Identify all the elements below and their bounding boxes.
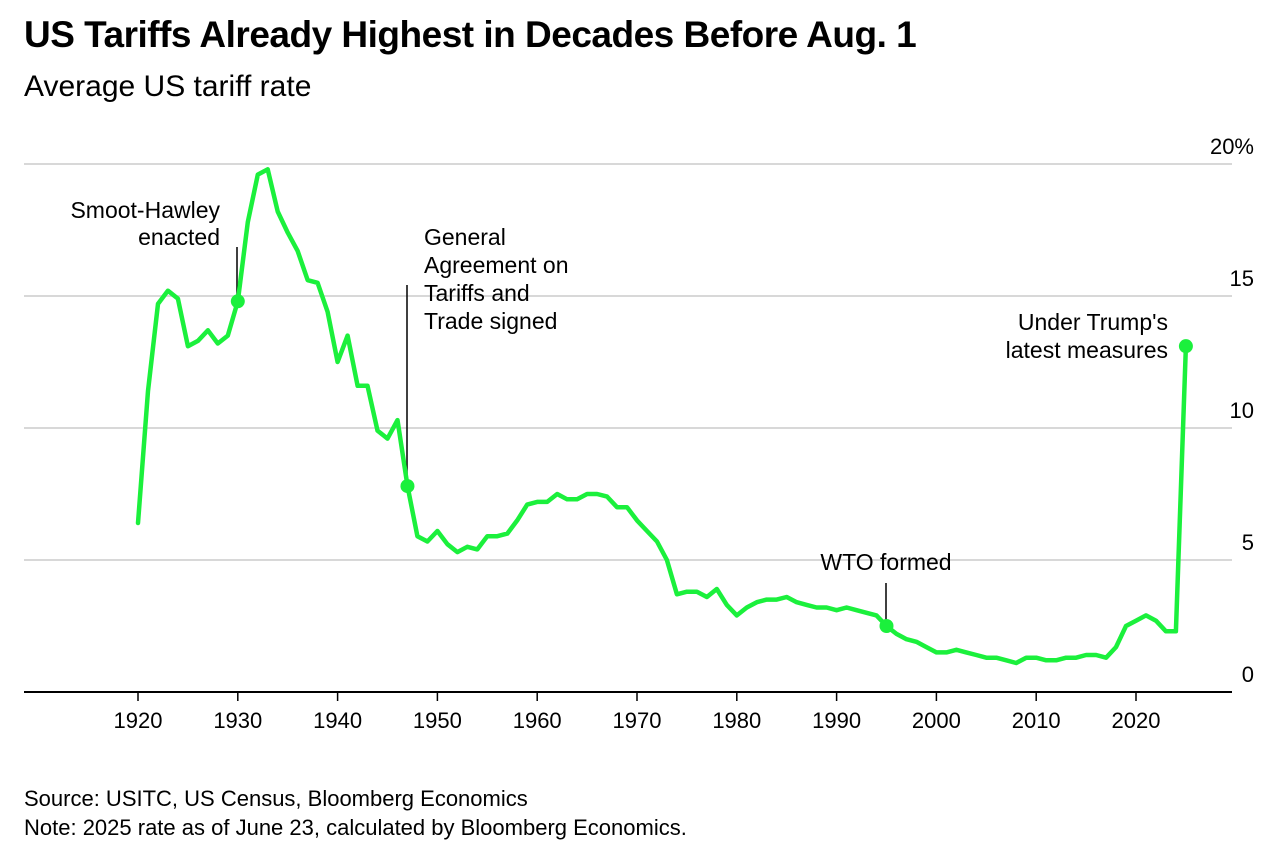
x-tick-label: 1930 — [213, 708, 262, 733]
annotation-line: Smoot-Hawley — [70, 197, 220, 223]
source-note: Source: USITC, US Census, Bloomberg Econ… — [24, 786, 528, 811]
annotation-line: Tariffs and — [424, 280, 530, 306]
smoot-hawley-annotation: Smoot-Hawley enacted — [70, 197, 220, 250]
y-tick-label: 15 — [1230, 266, 1254, 291]
y-tick-label: 0 — [1242, 662, 1254, 687]
x-tick-label: 1960 — [513, 708, 562, 733]
event-marker-dot — [230, 294, 245, 309]
x-tick-label: 1950 — [413, 708, 462, 733]
series-layer — [135, 167, 1189, 666]
annotation-line: latest measures — [1006, 337, 1168, 363]
event-marker-dot — [879, 619, 894, 633]
x-tick-label: 2010 — [1012, 708, 1061, 733]
x-tick-label: 1990 — [812, 708, 861, 733]
tariff-rate-line — [135, 167, 1189, 666]
marker-layer — [230, 294, 1193, 633]
grid-layer — [24, 163, 1232, 701]
y-tick-label: 20% — [1210, 134, 1254, 159]
trump-annotation: Under Trump's latest measures — [1006, 309, 1168, 363]
x-tick-label: 1940 — [313, 708, 362, 733]
wto-annotation: WTO formed — [820, 549, 951, 575]
footnote: Note: 2025 rate as of June 23, calculate… — [24, 815, 687, 840]
x-tick-label: 1970 — [613, 708, 662, 733]
event-marker-dot — [400, 479, 415, 494]
annotation-line: WTO formed — [820, 549, 951, 575]
label-layer: 0 5 10 15 20% 1920 1930 1940 1950 1960 1970 1980 199… — [70, 134, 1254, 733]
annotation-line: Trade signed — [424, 308, 557, 334]
annotation-line: enacted — [138, 224, 220, 250]
annotation-line: Agreement on — [424, 252, 568, 278]
event-marker-dot — [1178, 339, 1193, 354]
annotation-line: Under Trump's — [1018, 309, 1168, 335]
y-tick-label: 5 — [1242, 530, 1254, 555]
chart-title: US Tariffs Already Highest in Decades Be… — [24, 14, 917, 55]
chart-subtitle: Average US tariff rate — [24, 70, 312, 103]
x-tick-label: 2020 — [1112, 708, 1161, 733]
x-tick-label: 2000 — [912, 708, 961, 733]
x-tick-label: 1920 — [114, 708, 163, 733]
leader-layer — [236, 247, 887, 627]
gatt-annotation: General Agreement on Tariffs and Trade sign… — [424, 224, 568, 334]
y-tick-label: 10 — [1230, 398, 1254, 423]
annotation-line: General — [424, 224, 506, 250]
x-tick-label: 1980 — [712, 708, 761, 733]
